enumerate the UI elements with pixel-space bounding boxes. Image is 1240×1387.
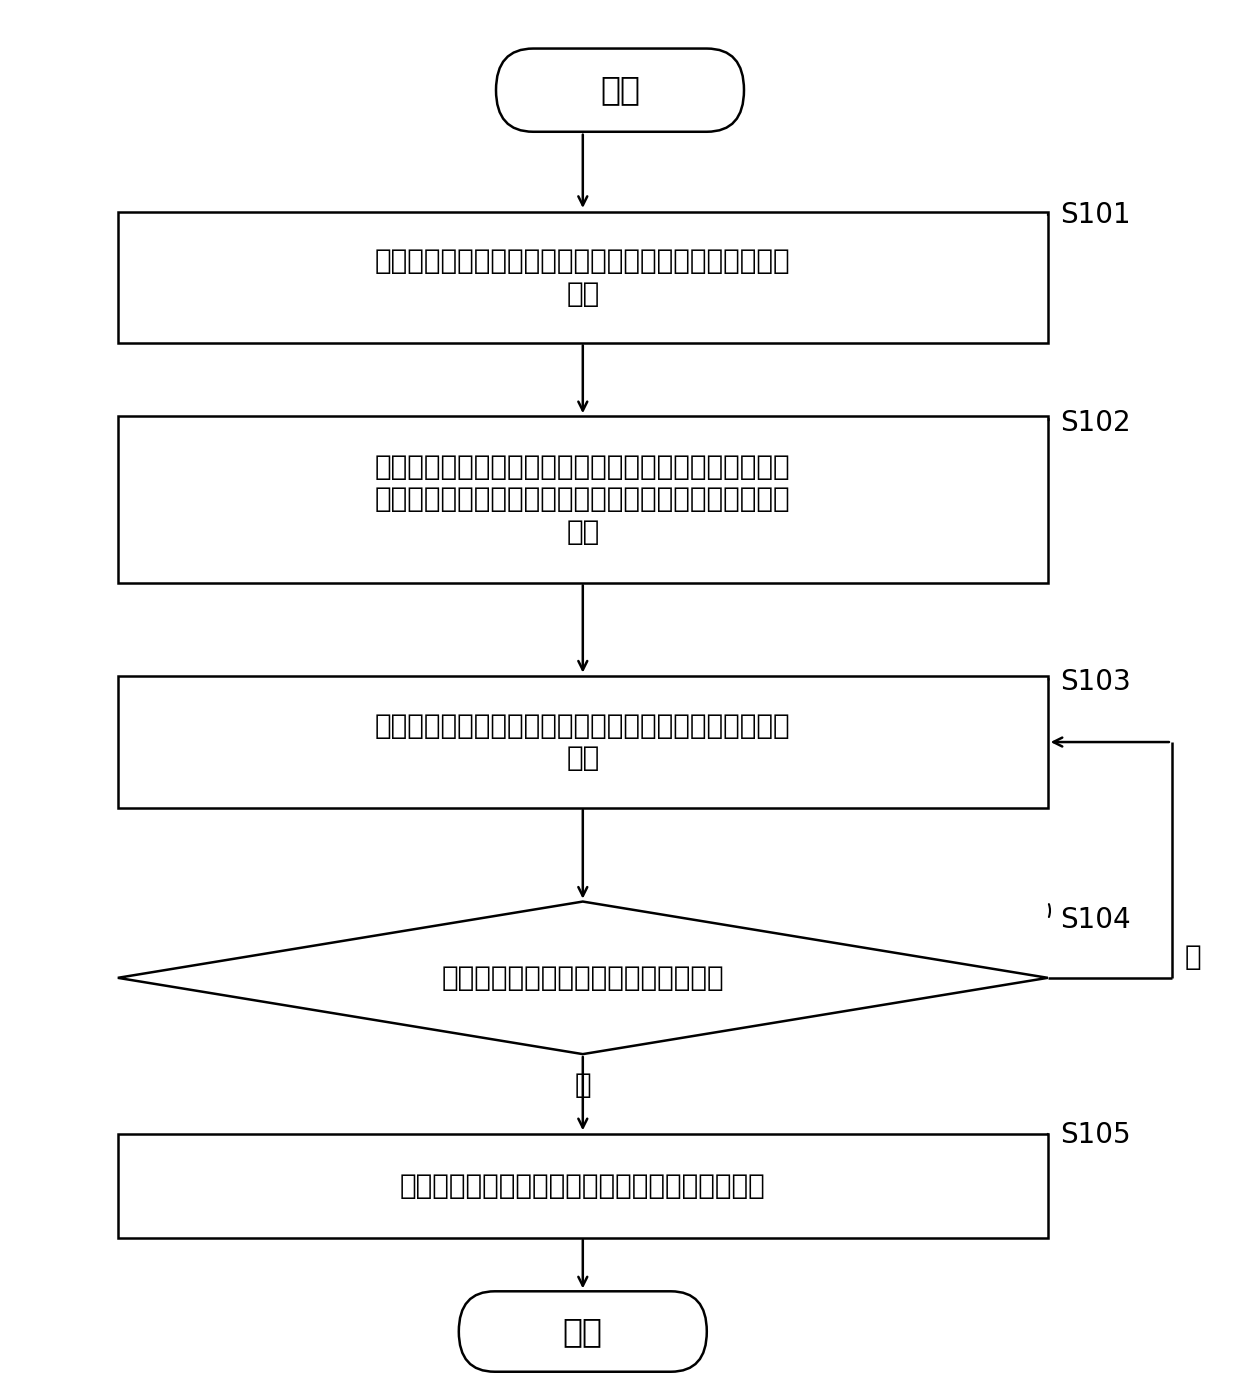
Text: 基于所述基本信息对所述模块化测试用例的执行节点类别
进行分组，将同一执行节点上执行的模块化测试用例分为
一组: 基于所述基本信息对所述模块化测试用例的执行节点类别 进行分组，将同一执行节点上执… [374,454,791,545]
Text: 开始: 开始 [600,74,640,107]
Polygon shape [118,902,1048,1054]
Text: 将所有模块化测试用例的执行结果显示给用户查看: 将所有模块化测试用例的执行结果显示给用户查看 [401,1172,765,1200]
Text: 结束: 结束 [563,1315,603,1348]
Bar [118,1135,1048,1239]
Bar [118,416,1048,583]
Text: S104: S104 [1060,906,1131,933]
Text: 判断是否执行完所有的模块化测试用例: 判断是否执行完所有的模块化测试用例 [441,964,724,992]
Text: S102: S102 [1060,409,1131,437]
Text: S105: S105 [1060,1121,1131,1148]
Text: 以预设方式在对应类别的执行节点上执行各组模块化测试
用例: 以预设方式在对应类别的执行节点上执行各组模块化测试 用例 [374,712,791,773]
FancyBboxPatch shape [496,49,744,132]
Text: S101: S101 [1060,201,1131,229]
Text: 否: 否 [1184,943,1200,971]
Text: S103: S103 [1060,669,1131,696]
Text: 是: 是 [574,1071,591,1099]
Text: 获取模块化测试用例，并读取所述模块化测试用例的基本
信息: 获取模块化测试用例，并读取所述模块化测试用例的基本 信息 [374,247,791,308]
Bar [118,212,1048,344]
Bar [118,675,1048,807]
FancyBboxPatch shape [459,1291,707,1372]
